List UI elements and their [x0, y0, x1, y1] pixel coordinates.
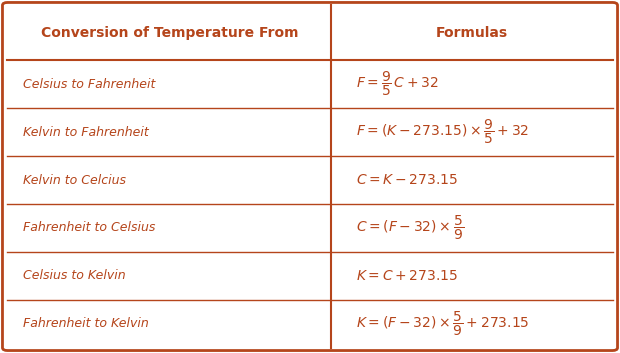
Text: $\mathit{F} = (K - 273.15) \times \dfrac{9}{5} + 32$: $\mathit{F} = (K - 273.15) \times \dfrac…: [356, 118, 529, 146]
Text: $\mathit{F} = \dfrac{9}{5}\, C + 32$: $\mathit{F} = \dfrac{9}{5}\, C + 32$: [356, 70, 439, 98]
Text: Fahrenheit to Celsius: Fahrenheit to Celsius: [23, 221, 156, 234]
Text: Kelvin to Fahrenheit: Kelvin to Fahrenheit: [23, 126, 149, 139]
Text: Celsius to Kelvin: Celsius to Kelvin: [23, 269, 126, 282]
Text: $\mathit{K} = (F - 32) \times \dfrac{5}{9} + 273.15$: $\mathit{K} = (F - 32) \times \dfrac{5}{…: [356, 310, 529, 338]
Text: Conversion of Temperature From: Conversion of Temperature From: [40, 26, 298, 40]
Text: Fahrenheit to Kelvin: Fahrenheit to Kelvin: [23, 317, 149, 330]
Text: Celsius to Fahrenheit: Celsius to Fahrenheit: [23, 78, 156, 91]
Text: $\mathit{C} = K - 273.15$: $\mathit{C} = K - 273.15$: [356, 173, 458, 187]
Text: Formulas: Formulas: [436, 26, 508, 40]
Text: $\mathit{K} = C + 273.15$: $\mathit{K} = C + 273.15$: [356, 269, 458, 283]
Text: Kelvin to Celcius: Kelvin to Celcius: [23, 174, 126, 187]
Text: $\mathit{C} = (F - 32) \times \dfrac{5}{9}$: $\mathit{C} = (F - 32) \times \dfrac{5}{…: [356, 214, 464, 242]
